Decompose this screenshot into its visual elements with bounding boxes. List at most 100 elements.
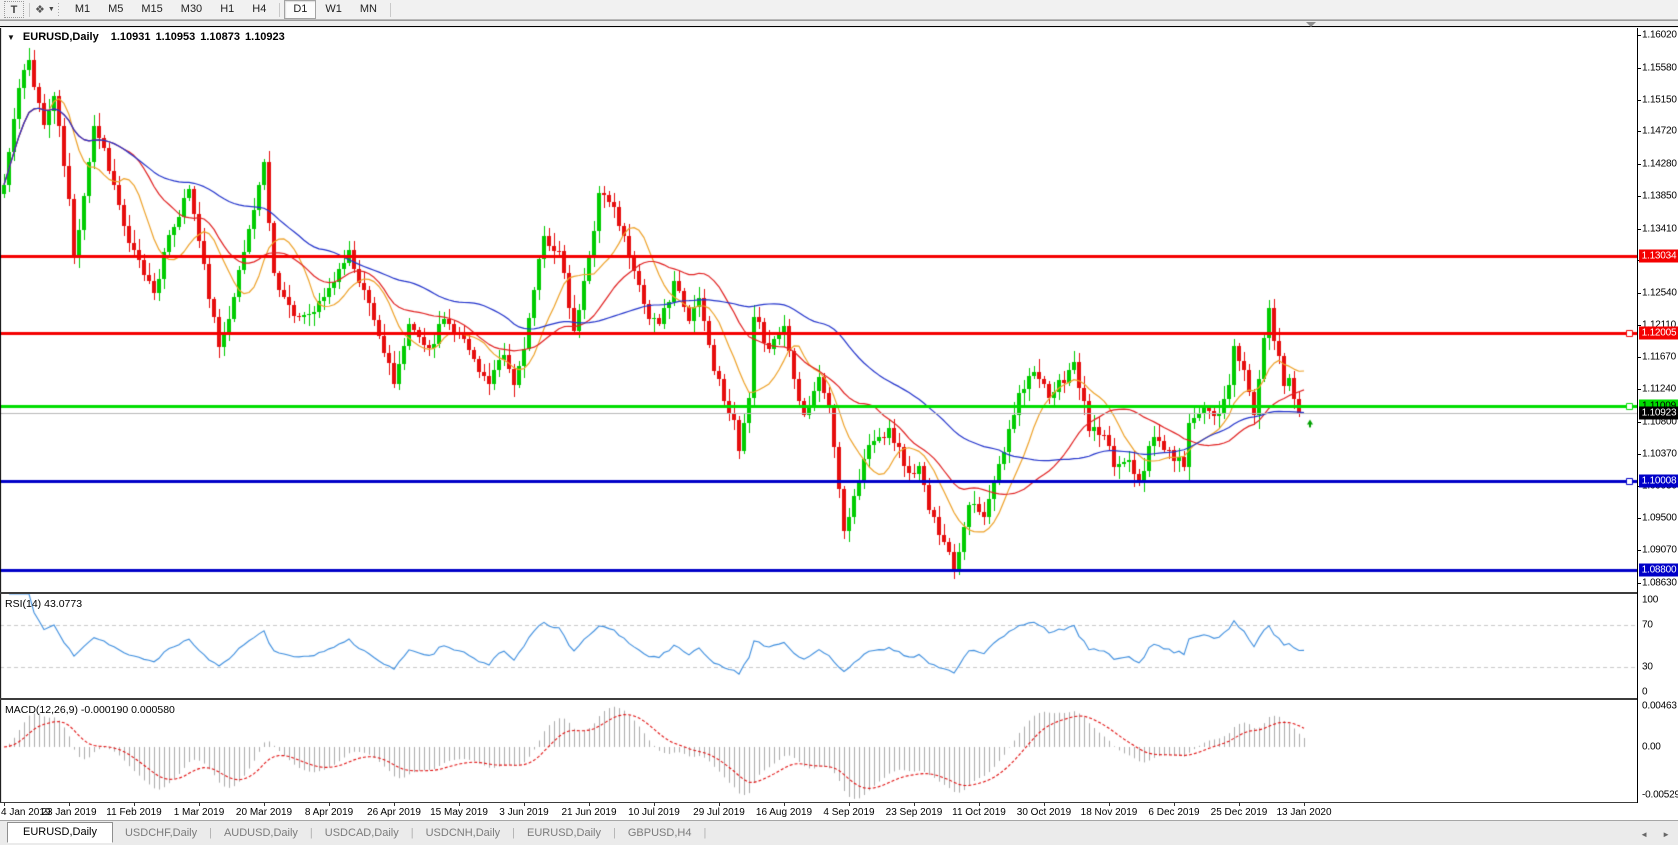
chart-title: ▼ EURUSD,Daily 1.10931 1.10953 1.10873 1… (7, 31, 285, 43)
price-tick-label: 1.09070 (1642, 544, 1677, 556)
pane-separator[interactable] (0, 698, 1678, 700)
price-tick-label: 1.10800 (1642, 416, 1677, 428)
date-tick-mark (979, 803, 980, 806)
chart-tab-gbpusd-h4[interactable]: GBPUSD,H4 (627, 827, 692, 839)
price-tick-label: 1.15580 (1642, 62, 1677, 74)
timeframe-button-w1[interactable]: W1 (325, 3, 342, 15)
timeframe-button-m1[interactable]: M1 (74, 3, 91, 15)
rsi-scale-label: 30 (1642, 661, 1653, 673)
chart-tab-eurusd-daily[interactable]: EURUSD,Daily (527, 827, 601, 839)
date-tick-mark (394, 803, 395, 806)
timeframe-button-m5[interactable]: M5 (108, 3, 124, 15)
toolbar-separator (279, 2, 281, 17)
objects-tool-button[interactable]: ❖ ▼ (35, 2, 55, 17)
date-tick-label: 26 Apr 2019 (367, 807, 421, 818)
tab-scroll-right-icon[interactable]: ► (1662, 830, 1670, 839)
date-tick-mark (849, 803, 850, 806)
price-tick-mark (1638, 164, 1641, 165)
top-toolbar: T ❖ ▼ M1 M5 M15 M30 H1 H4 D1 W1 MN (0, 0, 1678, 20)
timeframe-button-m15[interactable]: M15 (141, 3, 163, 15)
macd-indicator-canvas[interactable] (0, 700, 1637, 802)
price-tick-label: 1.14280 (1642, 158, 1677, 170)
date-tick-mark (524, 803, 525, 806)
chart-tab-usdchf-daily[interactable]: USDCHF,Daily (124, 827, 198, 839)
rsi-label: RSI(14) 43.0773 (5, 598, 83, 610)
price-tick-mark (1638, 131, 1641, 132)
price-tick-label: 1.15150 (1642, 94, 1677, 106)
price-axis[interactable]: 1.16020 1.15580 1.15150 1.14720 1.14280 1.138… (1637, 28, 1678, 803)
price-tick-mark (1638, 229, 1641, 230)
tab-separator: | (613, 827, 616, 839)
date-tick-label: 3 Jun 2019 (499, 807, 549, 818)
pane-separator (0, 802, 1678, 803)
date-tick-mark (329, 803, 330, 806)
collapse-triangle-icon[interactable]: ▼ (7, 32, 15, 42)
timeframe-button-mn[interactable]: MN (359, 3, 377, 15)
price-tick-label: 1.12540 (1642, 287, 1677, 299)
timeframe-button-h1[interactable]: H1 (220, 3, 235, 15)
date-tick-label: 1 Mar 2019 (173, 807, 225, 818)
price-tick-mark (1638, 100, 1641, 101)
ohlc-open-value: 1.10931 (110, 31, 151, 43)
price-chart-canvas[interactable] (0, 28, 1637, 592)
price-tick-mark (1638, 583, 1641, 584)
date-axis[interactable]: 4 Jan 2019 23 Jan 2019 11 Feb 2019 1 Mar 20… (0, 803, 1678, 820)
price-tick-label: 1.11240 (1642, 383, 1677, 395)
chart-tab-audusd-daily[interactable]: AUDUSD,Daily (223, 827, 298, 839)
timeframe-button-h4[interactable]: H4 (252, 3, 267, 15)
chart-tab-bar: EURUSD,Daily USDCHF,Daily | AUDUSD,Daily | US… (0, 820, 1678, 845)
tab-separator: | (410, 827, 414, 839)
pane-separator[interactable] (0, 592, 1678, 594)
date-tick-label: 15 May 2019 (430, 807, 488, 818)
date-tick-label: 23 Jan 2019 (41, 807, 97, 818)
rsi-indicator-canvas[interactable] (0, 594, 1637, 698)
date-tick-mark (4, 803, 5, 806)
tab-separator: | (209, 827, 212, 839)
date-tick-mark (199, 803, 200, 806)
timeframe-button-group: M1 M5 M15 M30 H1 H4 D1 W1 MN (66, 0, 395, 19)
price-tick-mark (1638, 325, 1641, 326)
chart-shift-marker-icon[interactable] (1306, 22, 1316, 27)
date-tick-mark (1044, 803, 1045, 806)
chart-tab-eurusd-daily[interactable]: EURUSD,Daily (7, 821, 113, 843)
timeframe-button-d1[interactable]: D1 (284, 0, 317, 19)
text-tool-button[interactable]: T (4, 1, 24, 18)
price-tick-mark (1638, 35, 1641, 36)
date-tick-mark (264, 803, 265, 806)
date-tick-label: 11 Feb 2019 (106, 807, 162, 818)
macd-signal-value: 0.000580 (131, 704, 175, 716)
price-tick-mark (1638, 196, 1641, 197)
price-level-badge: 1.08800 (1639, 563, 1678, 577)
rsi-scale-label: 70 (1642, 619, 1653, 631)
date-tick-mark (459, 803, 460, 806)
chart-tab-usdcad-daily[interactable]: USDCAD,Daily (324, 827, 399, 839)
date-tick-mark (914, 803, 915, 806)
date-tick-label: 23 Sep 2019 (885, 807, 943, 818)
price-tick-mark (1638, 357, 1641, 358)
macd-scale-label: -0.00529 (1642, 789, 1678, 801)
date-tick-mark (719, 803, 720, 806)
tab-scroll-left-icon[interactable]: ◄ (1640, 830, 1649, 839)
toolbar-grip-handle[interactable] (57, 2, 61, 17)
price-level-badge: 1.10008 (1639, 474, 1678, 488)
date-tick-label: 4 Sep 2019 (823, 807, 875, 818)
date-tick-label: 25 Dec 2019 (1210, 807, 1268, 818)
date-tick-label: 20 Mar 2019 (235, 807, 293, 818)
date-tick-mark (784, 803, 785, 806)
macd-scale-label: 0.00 (1642, 741, 1661, 753)
chart-shift-strip[interactable] (0, 20, 1678, 27)
chart-tab-usdcnh-daily[interactable]: USDCNH,Daily (425, 827, 501, 839)
timeframe-button-m30[interactable]: M30 (180, 3, 203, 15)
date-tick-label: 16 Aug 2019 (755, 807, 813, 818)
date-tick-label: 4 Jan 2019 (1, 807, 51, 818)
price-tick-mark (1638, 454, 1641, 455)
chevron-down-icon: ▼ (47, 6, 55, 13)
date-tick-mark (1109, 803, 1110, 806)
date-tick-mark (1304, 803, 1305, 806)
date-tick-label: 8 Apr 2019 (304, 807, 354, 818)
macd-scale-label: 0.00463 (1642, 700, 1677, 712)
macd-main-value: -0.000190 (80, 704, 129, 716)
date-tick-mark (1239, 803, 1240, 806)
price-tick-label: 1.10370 (1642, 448, 1677, 460)
macd-label: MACD(12,26,9) -0.000190 0.000580 (5, 704, 175, 716)
